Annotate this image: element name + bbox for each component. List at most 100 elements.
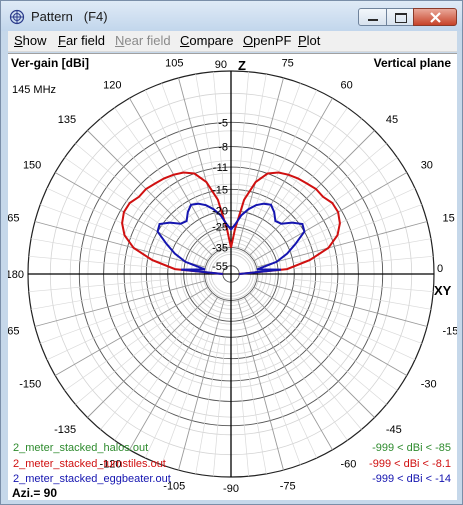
title-bar[interactable]: Pattern (F4) <box>1 1 462 31</box>
angle-spoke <box>288 187 416 248</box>
angle-spoke <box>243 296 333 451</box>
angle-spoke <box>178 77 225 249</box>
angle-spoke <box>144 331 205 459</box>
angle-spoke <box>54 172 209 262</box>
window-title: Pattern (F4) <box>31 9 108 24</box>
angle-spoke <box>279 314 387 405</box>
angle-spoke <box>87 130 213 256</box>
menu-far-field[interactable]: Far field <box>58 33 105 48</box>
angle-label: 105 <box>165 58 183 70</box>
angle-spoke <box>40 204 172 253</box>
angle-spoke <box>46 300 174 361</box>
angle-spoke <box>249 130 375 256</box>
angle-spoke <box>114 325 195 441</box>
angle-spoke <box>34 280 206 327</box>
app-icon <box>9 9 25 25</box>
angle-spoke <box>114 107 195 223</box>
menu-plot[interactable]: Plot <box>298 33 321 48</box>
minimize-icon <box>368 19 378 21</box>
angle-spoke <box>129 296 219 451</box>
maximize-icon <box>395 13 407 23</box>
close-button[interactable] <box>413 8 457 26</box>
angle-label: 180 <box>8 269 24 281</box>
angle-label: -120 <box>99 459 121 471</box>
angle-spoke <box>257 331 318 459</box>
angle-spoke <box>236 337 250 477</box>
angle-spoke <box>195 336 221 474</box>
angle-spoke <box>271 118 362 226</box>
angle-spoke <box>28 279 168 293</box>
angle-spoke <box>31 238 169 264</box>
angle-spoke <box>87 292 213 418</box>
angle-spoke <box>161 83 210 215</box>
plot-plane-label: Vertical plane <box>373 56 451 70</box>
minimize-button[interactable] <box>358 8 387 26</box>
angle-spoke <box>241 336 267 474</box>
angle-spoke <box>252 333 301 465</box>
angle-spoke <box>195 74 221 212</box>
angle-spoke <box>34 221 206 268</box>
close-icon <box>430 12 441 23</box>
ring-label: -20 <box>212 206 228 218</box>
ring-label: -8 <box>218 142 228 154</box>
angle-spoke <box>257 89 318 217</box>
angle-spoke <box>294 255 434 269</box>
legend-file-halos: 2_meter_stacked_halos.out <box>13 442 149 454</box>
angle-spoke <box>31 284 169 310</box>
ring-label: -5 <box>218 117 228 129</box>
turnstiles-pattern-line <box>121 171 341 275</box>
angle-spoke <box>282 310 398 391</box>
menu-openpf[interactable]: OpenPF <box>243 33 292 48</box>
angle-label: 165 <box>8 212 20 224</box>
angle-label: -60 <box>341 459 357 471</box>
angle-spoke <box>267 325 348 441</box>
angle-spoke <box>237 77 284 249</box>
angle-label: -30 <box>421 379 437 391</box>
angle-spoke <box>212 337 226 477</box>
angle-spoke <box>144 89 205 217</box>
angle-label: 135 <box>58 114 76 126</box>
angle-label: 150 <box>23 160 41 172</box>
angle-label: -75 <box>280 481 296 493</box>
angle-spoke <box>64 310 180 391</box>
angle-spoke <box>267 107 348 223</box>
axis-xy-label: XY <box>434 283 452 298</box>
eggbeater-pattern-line <box>156 202 306 275</box>
legend-range-halos: -999 < dBi < -85 <box>372 442 451 454</box>
angle-spoke <box>279 143 387 234</box>
angle-spoke <box>161 333 210 465</box>
angle-label: 15 <box>443 212 455 224</box>
angle-label: -150 <box>19 379 41 391</box>
angle-label: -90 <box>223 483 239 495</box>
angle-label: 60 <box>341 79 353 91</box>
pattern-plot-area: -5 -8 -11 -15 -20 -25 -35 -55 90 75 60 45 30 15 0 -15 -3… <box>8 53 457 500</box>
angle-spoke <box>54 286 209 376</box>
angle-spoke <box>256 221 428 268</box>
angle-label: -135 <box>54 424 76 436</box>
maximize-button[interactable] <box>386 8 414 26</box>
ring-label: -25 <box>212 222 228 234</box>
angle-spoke <box>75 143 183 234</box>
legend-file-eggbeater: 2_meter_stacked_eggbeater.out <box>13 473 171 485</box>
ring-label: -35 <box>212 243 228 255</box>
angle-spoke <box>236 71 250 211</box>
angle-label: 0 <box>437 263 443 275</box>
angle-spoke <box>290 204 422 253</box>
menu-show[interactable]: Show <box>14 33 47 48</box>
angle-spoke <box>28 255 168 269</box>
angle-spoke <box>252 83 301 215</box>
menu-compare[interactable]: Compare <box>180 33 234 48</box>
angle-label: -15 <box>443 326 458 338</box>
frequency-label: 145 MHz <box>12 84 57 96</box>
menu-near-field: Near field <box>115 33 171 48</box>
angle-spoke <box>46 187 174 248</box>
angle-label: 45 <box>386 114 398 126</box>
angle-label: -165 <box>8 326 20 338</box>
ring-label: -55 <box>212 261 228 273</box>
legend-file-turnstiles: 2_meter_stacked_turnstiles.out <box>13 458 166 470</box>
angle-spoke <box>40 295 172 344</box>
angle-spoke <box>75 314 183 405</box>
angle-spoke <box>237 299 284 471</box>
